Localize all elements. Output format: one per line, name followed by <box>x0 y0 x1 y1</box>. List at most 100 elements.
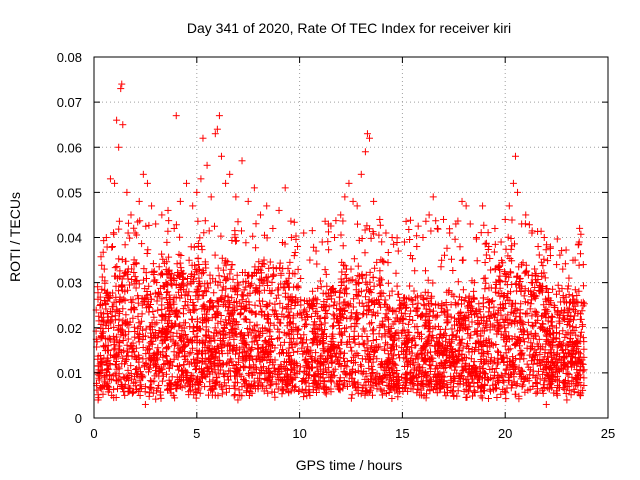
data-point <box>106 175 114 183</box>
x-tick-label: 5 <box>193 426 200 441</box>
data-point <box>505 202 513 210</box>
data-point <box>511 152 519 160</box>
data-point <box>119 121 127 129</box>
data-point <box>479 202 487 210</box>
data-point <box>207 193 215 201</box>
axis-ticks: 0 5 10 15 20 25 0 0.01 0.02 0.03 0.04 0.05 0.06 0.07 0… <box>57 50 616 441</box>
data-point <box>222 179 230 187</box>
data-point <box>353 202 361 210</box>
data-point <box>203 161 211 169</box>
data-point <box>226 170 234 178</box>
data-point <box>275 206 283 214</box>
y-tick-label: 0.04 <box>57 231 82 246</box>
x-tick-label: 0 <box>90 426 97 441</box>
data-point <box>425 211 433 219</box>
x-tick-label: 25 <box>601 426 615 441</box>
data-point <box>466 220 474 228</box>
data-point <box>306 256 314 264</box>
data-point <box>263 202 271 210</box>
data-point <box>565 274 573 282</box>
data-point <box>349 197 357 205</box>
data-point <box>211 130 219 138</box>
data-points <box>92 80 588 408</box>
data-point <box>546 252 554 260</box>
data-point <box>183 179 191 187</box>
data-point <box>294 243 302 251</box>
data-point <box>197 175 205 183</box>
data-point <box>135 197 143 205</box>
data-point <box>281 184 289 192</box>
data-point <box>370 197 378 205</box>
data-point <box>199 134 207 142</box>
data-point <box>213 125 221 133</box>
data-point <box>158 211 166 219</box>
data-point-cloud <box>92 216 588 403</box>
data-point <box>366 134 374 142</box>
data-point <box>123 188 131 196</box>
data-point <box>152 220 160 228</box>
data-point <box>337 211 345 219</box>
data-point <box>363 130 371 138</box>
data-point <box>579 261 587 269</box>
y-axis-label: ROTI / TECUs <box>7 192 23 282</box>
data-point <box>345 179 353 187</box>
x-tick-label: 20 <box>498 426 512 441</box>
y-tick-label: 0.06 <box>57 140 82 155</box>
data-point <box>139 170 147 178</box>
data-point <box>357 170 365 178</box>
x-tick-label: 10 <box>292 426 306 441</box>
data-point <box>341 193 349 201</box>
x-tick-label: 15 <box>395 426 409 441</box>
data-point <box>361 148 369 156</box>
data-point <box>117 85 125 93</box>
data-point <box>244 197 252 205</box>
y-tick-label: 0.01 <box>57 366 82 381</box>
data-point <box>368 342 376 350</box>
data-point <box>170 224 178 232</box>
data-point <box>534 243 542 251</box>
data-point <box>250 184 258 192</box>
y-tick-label: 0 <box>75 411 82 426</box>
data-point <box>394 247 402 255</box>
data-point <box>440 215 448 223</box>
data-point <box>458 197 466 205</box>
data-point <box>501 215 509 223</box>
y-tick-label: 0.07 <box>57 95 82 110</box>
data-point <box>100 265 108 273</box>
data-point <box>331 234 339 241</box>
data-point <box>141 400 149 408</box>
data-point <box>118 80 126 88</box>
data-point <box>300 229 308 237</box>
data-point <box>172 112 180 120</box>
data-point <box>553 261 561 269</box>
data-point <box>189 202 197 210</box>
data-point <box>429 193 437 201</box>
data-point <box>111 179 119 187</box>
data-point <box>287 234 295 241</box>
data-point <box>419 234 427 241</box>
y-tick-label: 0.08 <box>57 50 82 65</box>
data-point <box>522 211 530 219</box>
data-point <box>497 238 505 246</box>
data-point <box>217 152 225 160</box>
data-point <box>413 243 421 251</box>
data-point <box>232 193 240 201</box>
data-point <box>563 396 571 404</box>
data-point <box>269 224 277 232</box>
data-point <box>115 143 123 151</box>
y-tick-label: 0.03 <box>57 276 82 291</box>
data-point <box>433 224 441 232</box>
data-point <box>176 197 184 205</box>
data-point <box>164 206 172 214</box>
data-point <box>143 179 151 187</box>
data-point <box>257 211 265 219</box>
data-point <box>491 224 499 232</box>
y-tick-label: 0.02 <box>57 321 82 336</box>
y-tick-label: 0.05 <box>57 185 82 200</box>
data-point <box>462 202 470 210</box>
data-point <box>559 265 567 273</box>
chart-title: Day 341 of 2020, Rate Of TEC Index for r… <box>187 20 511 36</box>
data-point <box>509 179 517 187</box>
data-point <box>215 112 223 120</box>
